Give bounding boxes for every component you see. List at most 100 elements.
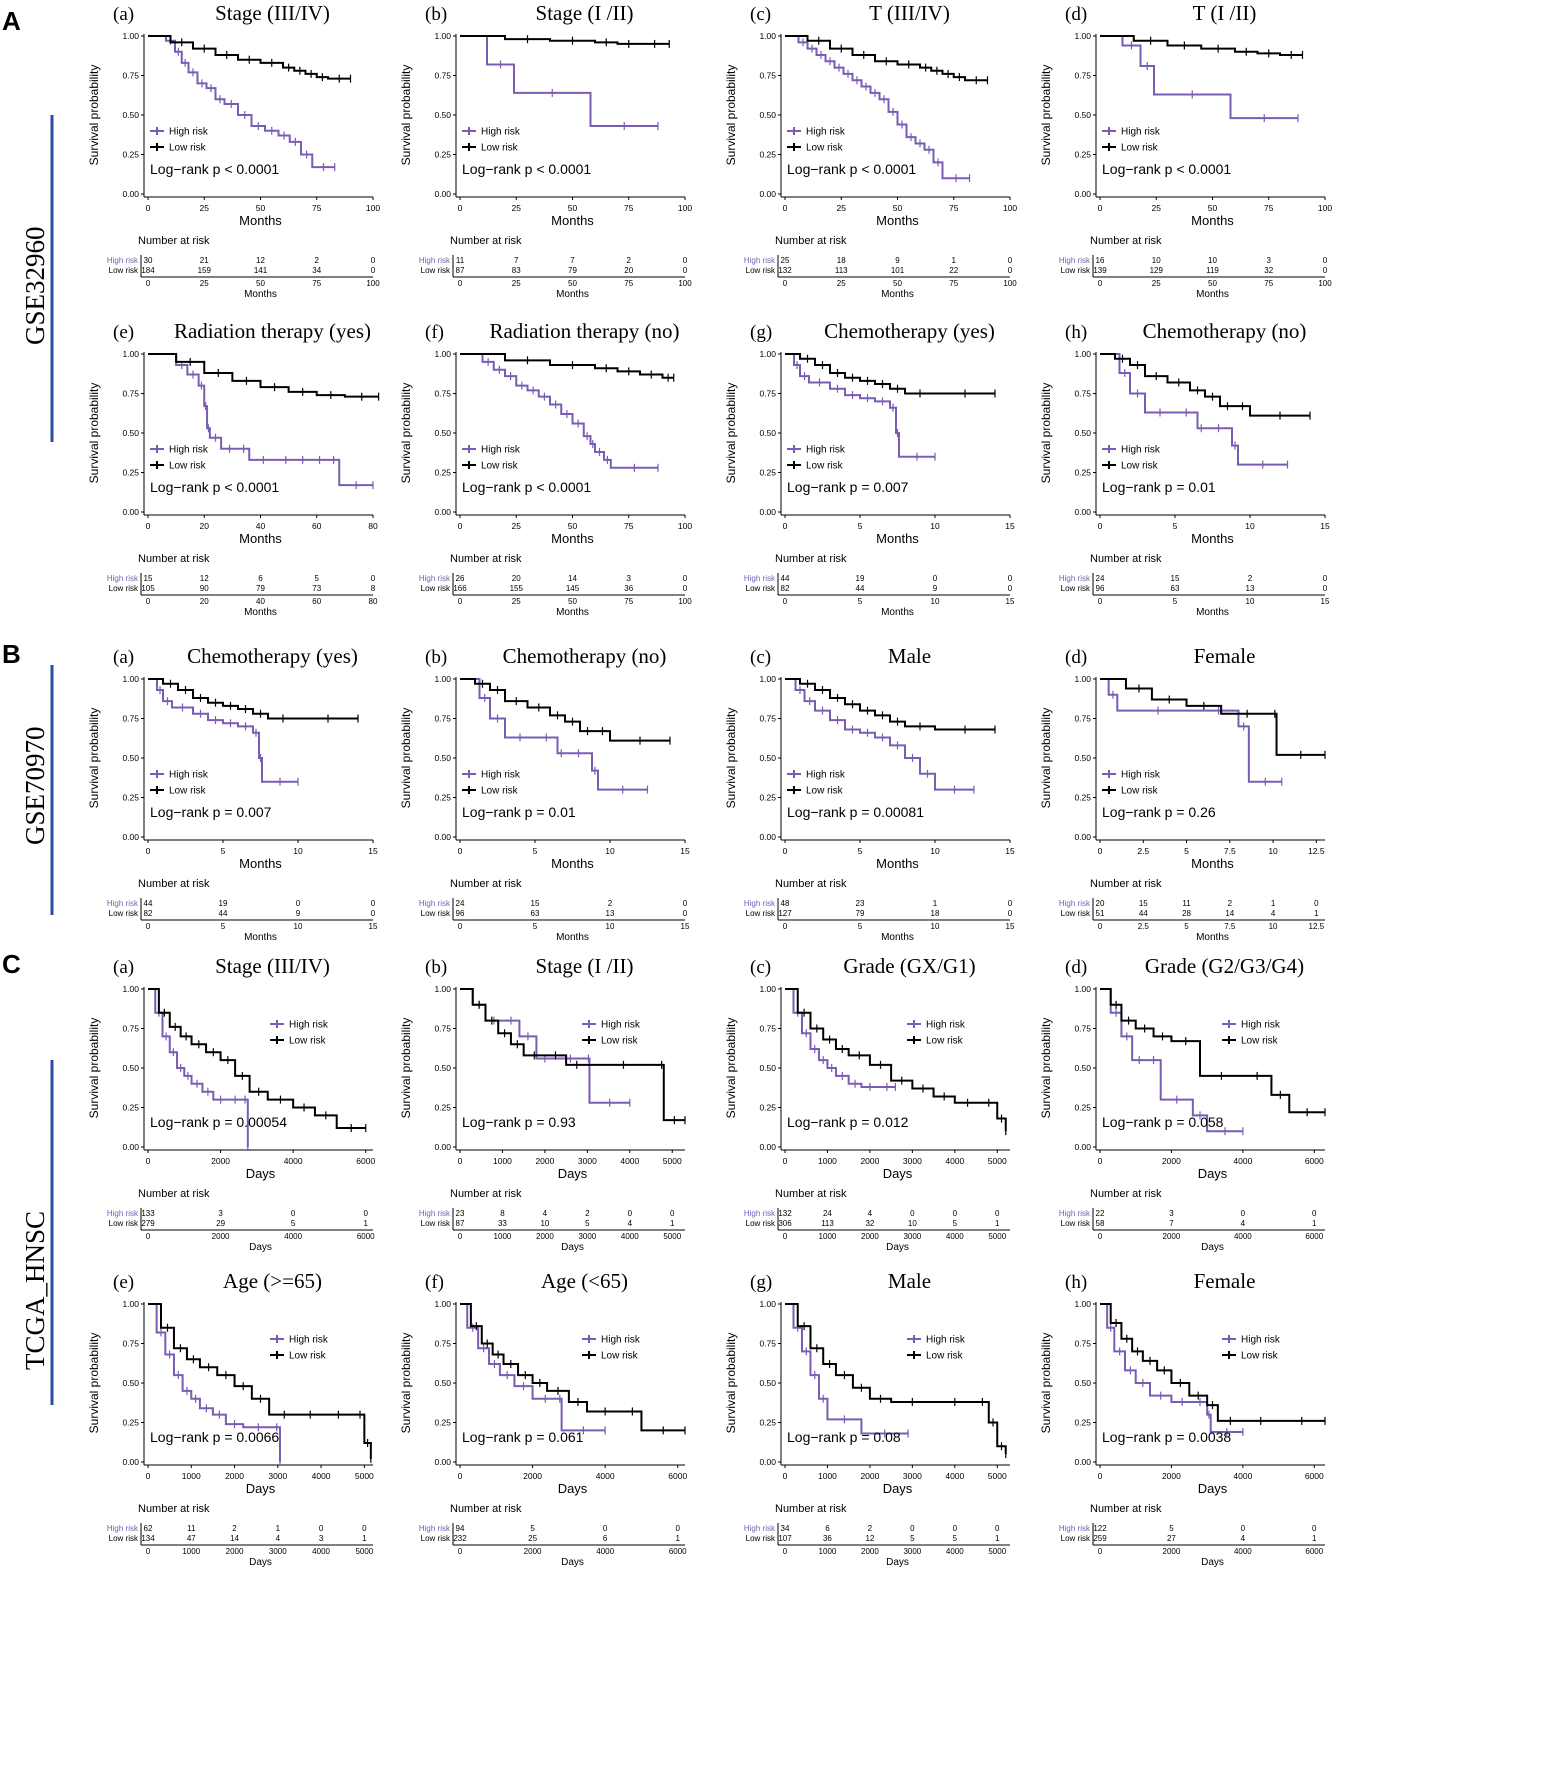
risk-x-tick-label: 0: [458, 279, 463, 288]
y-axis-label: Survival probability: [724, 383, 738, 484]
x-tick-label: 3000: [578, 1156, 597, 1166]
panel-label: (e): [113, 1272, 134, 1293]
risk-high-value: 1: [276, 1524, 281, 1533]
risk-high-value: 11: [1182, 899, 1191, 908]
x-tick-label: 3000: [268, 1471, 287, 1481]
risk-row-high-label: High risk: [107, 899, 139, 908]
y-axis-label: Survival probability: [87, 1018, 101, 1119]
risk-high-value: 24: [1096, 574, 1105, 583]
y-tick-label: 0.75: [1074, 714, 1091, 724]
risk-x-tick-label: 0: [146, 279, 151, 288]
risk-x-tick-label: 6000: [1305, 1547, 1323, 1556]
y-axis-label: Survival probability: [399, 1018, 413, 1119]
y-tick-label: 0.75: [122, 389, 139, 399]
risk-high-value: 5: [1169, 1524, 1174, 1533]
x-tick-label: 75: [949, 203, 959, 213]
panel-title: Stage (I /II): [536, 1, 634, 25]
x-tick-label: 4000: [596, 1471, 615, 1481]
y-axis-label: Survival probability: [399, 65, 413, 166]
p-value: Log−rank p = 0.007: [150, 804, 272, 820]
risk-row-high-label: High risk: [419, 899, 451, 908]
p-value: Log−rank p < 0.0001: [1102, 161, 1231, 177]
x-tick-label: 5000: [355, 1471, 374, 1481]
risk-high-value: 0: [1008, 574, 1013, 583]
y-tick-label: 0.00: [434, 1142, 451, 1152]
risk-high-value: 2: [315, 256, 320, 265]
x-tick-label: 50: [893, 203, 903, 213]
risk-low-value: 139: [1093, 266, 1107, 275]
panel-label: (g): [750, 322, 772, 343]
x-tick-label: 25: [512, 203, 522, 213]
y-axis-label: Survival probability: [724, 1333, 738, 1434]
risk-low-value: 4: [1271, 909, 1276, 918]
x-tick-label: 4000: [945, 1471, 964, 1481]
x-tick-label: 100: [678, 521, 692, 531]
risk-x-axis-label: Months: [881, 607, 914, 618]
risk-x-tick-label: 75: [624, 279, 633, 288]
risk-low-value: 36: [624, 584, 633, 593]
risk-x-tick-label: 6000: [1305, 1232, 1323, 1241]
y-tick-label: 0.00: [1074, 1142, 1091, 1152]
risk-high-value: 6: [258, 574, 263, 583]
risk-low-value: 12: [865, 1534, 874, 1543]
panels: (a) Stage (III/IV) Survival probability 0.0…: [87, 1, 1332, 1568]
risk-high-value: 0: [1312, 1209, 1317, 1218]
risk-high-value: 11: [456, 256, 465, 265]
risk-row-high-label: High risk: [419, 1524, 451, 1533]
y-tick-label: 1.00: [122, 349, 139, 359]
risk-high-value: 18: [837, 256, 846, 265]
risk-x-tick-label: 50: [568, 597, 577, 606]
risk-x-tick-label: 75: [312, 279, 321, 288]
risk-high-value: 30: [144, 256, 153, 265]
risk-x-tick-label: 10: [1246, 597, 1255, 606]
high-risk-curve: [785, 353, 935, 458]
x-tick-label: 6000: [668, 1471, 687, 1481]
y-tick-label: 0.50: [434, 428, 451, 438]
x-tick-label: 100: [366, 203, 380, 213]
y-tick-label: 0.50: [122, 1063, 139, 1073]
x-tick-label: 6000: [1305, 1471, 1324, 1481]
y-axis-label: Survival probability: [87, 383, 101, 484]
panel-title: Male: [888, 1269, 931, 1293]
panel-label: (c): [750, 4, 771, 25]
panel-label: (d): [1065, 957, 1087, 978]
risk-x-tick-label: 1000: [819, 1547, 837, 1556]
legend-high-label: High risk: [289, 1020, 329, 1031]
risk-x-tick-label: 15: [1006, 922, 1015, 931]
risk-high-value: 0: [670, 1209, 675, 1218]
risk-low-value: 58: [1096, 1219, 1105, 1228]
risk-low-value: 34: [312, 266, 321, 275]
risk-row-high-label: High risk: [744, 899, 776, 908]
risk-row-low-label: Low risk: [421, 584, 451, 593]
risk-low-value: 0: [1008, 266, 1013, 275]
risk-low-value: 6: [603, 1534, 608, 1543]
x-axis-label: Months: [1191, 531, 1234, 546]
legend-low-label: Low risk: [1121, 786, 1159, 797]
x-tick-label: 0: [458, 203, 463, 213]
panel-label: (g): [750, 1272, 772, 1293]
low-risk-curve: [1100, 678, 1325, 756]
x-tick-label: 75: [1264, 203, 1274, 213]
risk-high-value: 0: [1008, 899, 1013, 908]
risk-row-low-label: Low risk: [421, 266, 451, 275]
panel-cg: (g) Male Survival probability 0.00 0.25 0.50 0…: [724, 1269, 1010, 1568]
risk-x-tick-label: 6000: [357, 1232, 375, 1241]
x-axis-label: Months: [551, 856, 594, 871]
x-axis-label: Months: [551, 213, 594, 228]
y-axis-label: Survival probability: [1039, 1018, 1053, 1119]
panel-bb: (b) Chemotherapy (no) Survival probability…: [399, 644, 690, 943]
risk-x-tick-label: 100: [366, 279, 380, 288]
y-tick-label: 0.25: [1074, 793, 1091, 803]
risk-high-value: 6: [825, 1524, 830, 1533]
risk-high-value: 0: [910, 1524, 915, 1533]
x-tick-label: 5: [221, 846, 226, 856]
risk-low-value: 155: [510, 584, 524, 593]
risk-row-low-label: Low risk: [1061, 909, 1091, 918]
risk-x-tick-label: 40: [256, 597, 265, 606]
y-tick-label: 1.00: [1074, 984, 1091, 994]
risk-low-value: 9: [296, 909, 301, 918]
risk-high-value: 122: [1093, 1524, 1107, 1533]
risk-x-tick-label: 1000: [819, 1232, 837, 1241]
legend-low-label: Low risk: [169, 461, 207, 472]
y-tick-label: 0.00: [434, 1457, 451, 1467]
